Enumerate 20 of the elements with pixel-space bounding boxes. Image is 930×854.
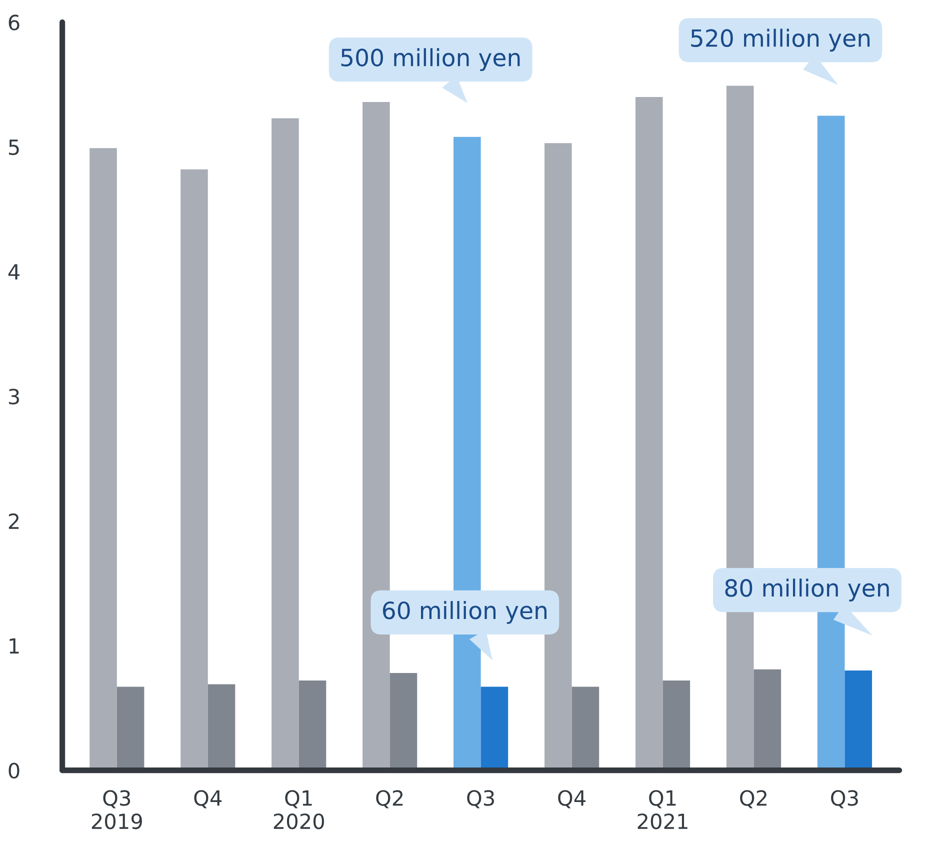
y-tick-label: 3 xyxy=(8,388,19,404)
x-tick-label: Q4 xyxy=(194,790,222,808)
y-tick-label: 5 xyxy=(8,140,19,156)
x-tick-label: Q3 xyxy=(831,790,858,808)
annotation: 520 million yen xyxy=(691,28,870,52)
x-tick-label: Q3 2019 xyxy=(92,790,142,830)
x-tick-label: Q1 2021 xyxy=(638,790,688,830)
y-tick-label: 1 xyxy=(10,638,19,654)
y-tick-label: 2 xyxy=(8,513,19,529)
x-tick-label: Q3 xyxy=(467,790,494,808)
x-tick-label: Q1 2020 xyxy=(274,790,324,830)
y-tick-label: 0 xyxy=(8,762,20,779)
x-tick-label: Q4 xyxy=(558,790,586,808)
y-tick-label: 4 xyxy=(8,264,20,280)
annotation: 80 million yen xyxy=(725,578,889,602)
y-tick-label: 6 xyxy=(8,14,20,30)
annotation: 60 million yen xyxy=(382,601,546,624)
annotation: 500 million yen xyxy=(341,48,520,72)
x-tick-label: Q2 xyxy=(376,790,403,808)
x-tick-label: Q2 xyxy=(740,790,766,808)
